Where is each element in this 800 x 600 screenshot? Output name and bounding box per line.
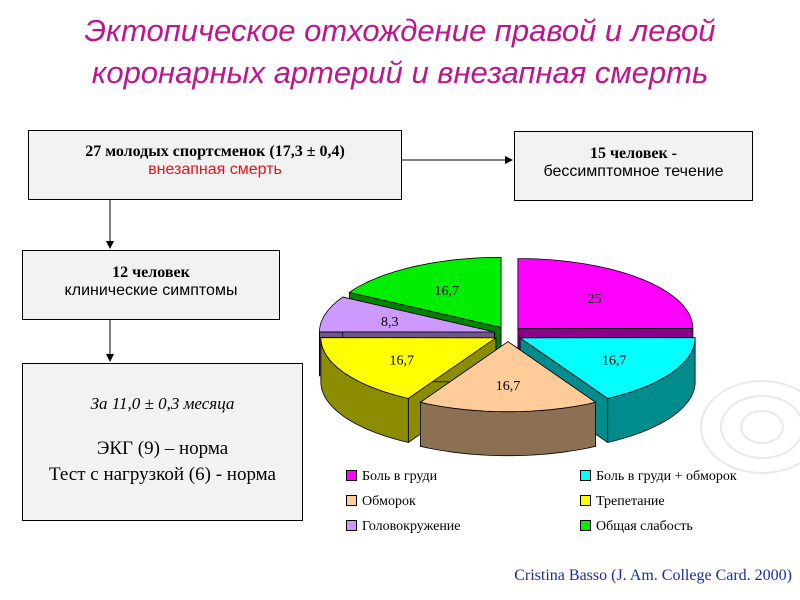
pie-slice-4 bbox=[320, 337, 498, 399]
asymptomatic-count-text: 15 человек - bbox=[590, 145, 677, 162]
clinical-symptoms-text: клинические симптомы bbox=[64, 282, 238, 299]
pie-slice-2 bbox=[518, 337, 696, 399]
ecg-result-text: ЭКГ (9) – норма bbox=[96, 438, 229, 459]
legend-label: Головокружение bbox=[362, 519, 461, 534]
title-line-1: Эктопическое отхождение правой и левой bbox=[84, 13, 716, 48]
legend-label: Обморок bbox=[362, 494, 416, 509]
legend-swatch bbox=[346, 495, 357, 507]
pie-data-label: 16,7 bbox=[390, 354, 415, 369]
pie-data-label: 16,7 bbox=[602, 354, 627, 369]
stress-test-result-text: Тест с нагрузкой (6) - норма bbox=[49, 464, 276, 485]
follow-up-box: За 11,0 ± 0,3 месяца ЭКГ (9) – норма Тес… bbox=[22, 363, 303, 521]
legend-item: Общая слабость bbox=[580, 518, 693, 536]
legend-swatch bbox=[346, 470, 357, 482]
legend-swatch bbox=[346, 520, 357, 532]
citation: Cristina Basso (J. Am. College Card. 200… bbox=[514, 567, 792, 584]
legend-swatch bbox=[580, 470, 591, 482]
legend-label: Боль в груди + обморок bbox=[596, 469, 737, 484]
legend-label: Общая слабость bbox=[596, 519, 693, 534]
pie-slice-3 bbox=[419, 341, 597, 413]
legend-item: Головокружение bbox=[346, 518, 461, 536]
pie-data-label: 25 bbox=[588, 292, 602, 307]
legend-item: Боль в груди + обморок bbox=[580, 468, 737, 486]
pie-slice-6 bbox=[348, 256, 502, 328]
athletes-count-text: 27 молодых спортсменок (17,3 ± 0,4) bbox=[85, 143, 345, 160]
legend-item: Боль в груди bbox=[346, 468, 437, 486]
pie-data-label: 8,3 bbox=[381, 315, 399, 330]
decorative-ripple bbox=[740, 410, 784, 444]
legend-swatch bbox=[580, 520, 591, 532]
symptomatic-count-text: 12 человек bbox=[112, 264, 190, 281]
pie-chart: 25 16,7 16,7 16,7 8,3 16,7 bbox=[319, 256, 696, 457]
title-line-2: коронарных артерий и внезапная смерть bbox=[91, 55, 709, 90]
athletes-box: 27 молодых спортсменок (17,3 ± 0,4) внез… bbox=[28, 130, 402, 200]
legend-label: Трепетание bbox=[596, 494, 665, 509]
legend-item: Обморок bbox=[346, 493, 416, 511]
pie-data-label: 16,7 bbox=[496, 379, 521, 394]
asymptomatic-course-text: бессимптомное течение bbox=[543, 163, 724, 180]
pie-slice-1 bbox=[517, 258, 694, 329]
legend-swatch bbox=[580, 495, 591, 507]
decorative-ripple bbox=[720, 395, 800, 459]
symptomatic-box: 12 человек клинические симптомы bbox=[22, 250, 280, 320]
asymptomatic-box: 15 человек - бессимптомное течение bbox=[514, 131, 753, 201]
pie-slice-5 bbox=[319, 296, 495, 333]
legend-label: Боль в груди bbox=[362, 469, 438, 484]
slide-title: Эктопическое отхождение правой и левой к… bbox=[0, 10, 800, 94]
sudden-death-text: внезапная смерть bbox=[148, 161, 282, 178]
decorative-ripple bbox=[700, 380, 800, 474]
pie-data-label: 16,7 bbox=[434, 284, 459, 299]
legend-item: Трепетание bbox=[580, 493, 665, 511]
follow-up-period-text: За 11,0 ± 0,3 месяца bbox=[90, 394, 235, 413]
